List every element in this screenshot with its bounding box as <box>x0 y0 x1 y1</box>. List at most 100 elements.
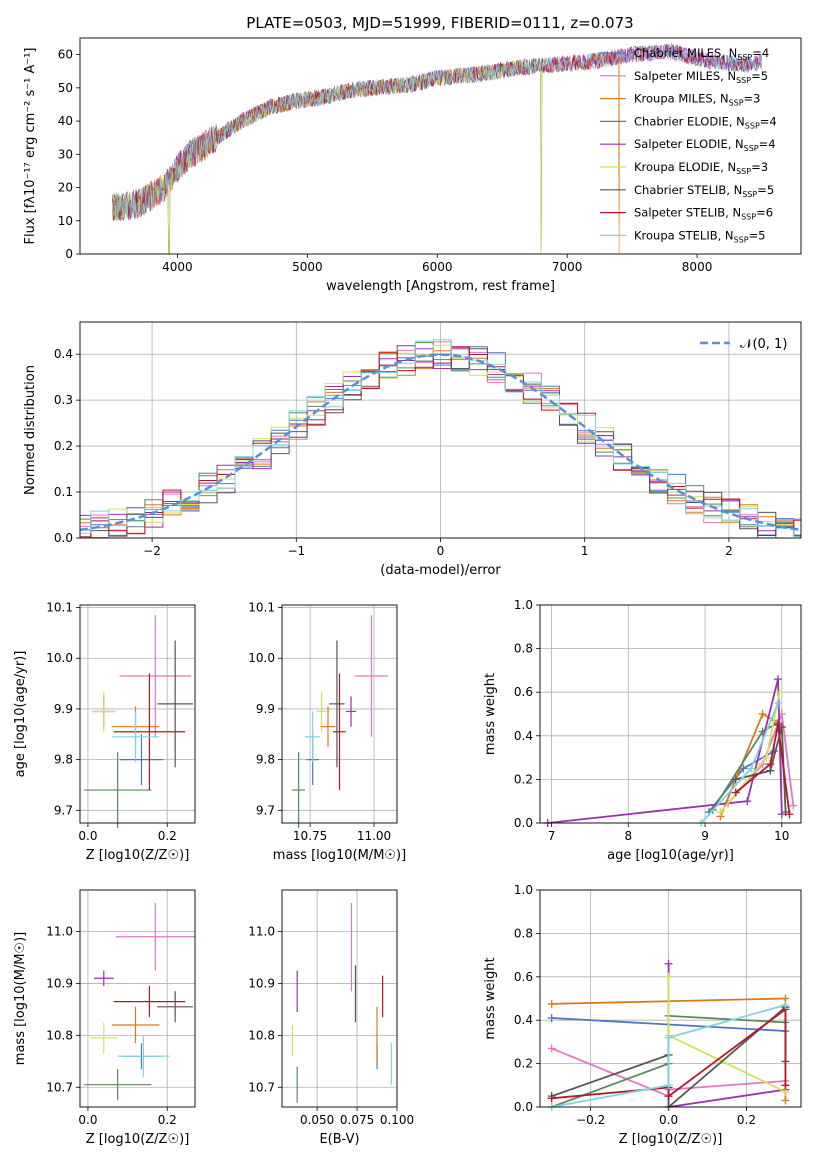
x-axis-label: Z [log10(Z/Z☉)] <box>86 1132 190 1147</box>
axes-frame <box>281 604 398 824</box>
spectrum-panel: 4000 5000 6000 7000 8000 0 10 20 30 40 50 60 wavelen… <box>23 37 802 294</box>
y-tick-label: 10.7 <box>46 1080 73 1094</box>
y-tick-label: 0.8 <box>514 926 533 940</box>
x-tick-label: 10 <box>774 829 789 843</box>
weight_vs_age-panel: 7 8 9 10 0.0 0.2 0.4 0.6 0.8 1.0 age [log10(age/yr… <box>483 598 802 863</box>
weight-marker <box>781 1001 790 1010</box>
legend-entry: Chabrier MILES, NSSP=4 <box>634 46 769 62</box>
y-tick-label: 10.9 <box>248 976 275 990</box>
weight-marker <box>547 1044 556 1053</box>
weight-marker <box>781 1096 790 1105</box>
legend-count: =3 <box>751 160 768 174</box>
legend-count: =5 <box>751 69 768 83</box>
legend-entry: Kroupa ELODIE, NSSP=3 <box>634 160 768 176</box>
axes-frame <box>539 889 802 1108</box>
weight_vs_Z-panel: −0.2 0.0 0.2 0.0 0.2 0.4 0.6 0.8 1.0 Z [log10(Z/Z… <box>483 883 802 1147</box>
x-axis-label: (data-model)/error <box>380 563 501 578</box>
axes-frame <box>281 889 398 1108</box>
weight-marker <box>758 710 767 718</box>
y-tick-label: 0.4 <box>514 1013 533 1027</box>
y-tick-label: 9.7 <box>256 803 275 817</box>
legend-count: =3 <box>744 92 761 106</box>
y-tick-label: 10.0 <box>46 651 73 665</box>
y-axis-label: mass [log10(M/M☉)] <box>13 932 28 1065</box>
y-axis-label: Flux [fλ10⁻¹⁷ erg cm⁻² s⁻¹ A⁻¹] <box>23 48 38 245</box>
y-tick-label: 1.0 <box>514 598 533 612</box>
x-tick-label: 7 <box>548 829 556 843</box>
y-tick-label: 10.1 <box>248 601 275 615</box>
mass_vs_Z-panel: 0.0 0.2 10.7 10.8 10.9 11.0 Z [log10(Z/Z☉)] mas… <box>13 889 196 1147</box>
legend-entry: Chabrier STELIB, NSSP=5 <box>634 183 774 199</box>
y-tick-label: 30 <box>58 147 73 161</box>
legend-subscript: SSP <box>741 213 756 222</box>
x-axis-label: E(B-V) <box>319 1132 359 1147</box>
weight-line <box>667 976 786 1093</box>
y-tick-label: 10 <box>58 214 73 228</box>
spectrum-line-8 <box>112 43 763 220</box>
y-tick-label: 60 <box>58 48 73 62</box>
y-tick-label: 20 <box>58 181 73 195</box>
legend-subscript: SSP <box>744 144 759 153</box>
legend-entry: Salpeter MILES, NSSP=5 <box>634 69 768 85</box>
y-tick-label: 10.0 <box>248 651 275 665</box>
legend-count: =4 <box>759 137 776 151</box>
weight-marker <box>781 1081 790 1090</box>
histogram-6 <box>80 345 801 538</box>
x-tick-label: 8000 <box>682 260 713 274</box>
legend-entry: 𝒩(0, 1) <box>740 337 787 352</box>
y-tick-label: 0.3 <box>54 393 73 407</box>
x-tick-label: 8 <box>624 829 632 843</box>
legend-count: =4 <box>760 114 777 128</box>
y-tick-label: 0.4 <box>54 347 73 361</box>
x-axis-label: Z [log10(Z/Z☉)] <box>619 1132 723 1147</box>
x-axis-label: mass [log10(M/M☉)] <box>273 848 406 863</box>
x-tick-label: 0.075 <box>340 1113 374 1127</box>
weight-marker <box>773 720 782 729</box>
weight-marker <box>766 760 775 769</box>
y-tick-label: 9.8 <box>256 753 275 767</box>
x-tick-label: 0.100 <box>380 1113 414 1127</box>
axes-frame <box>539 604 802 824</box>
x-tick-label: 2 <box>725 544 733 558</box>
y-tick-label: 1.0 <box>514 883 533 897</box>
legend-subscript: SSP <box>737 53 752 62</box>
x-tick-label: 0.0 <box>78 1113 97 1127</box>
y-axis-label: Normed distribution <box>23 365 38 495</box>
weight-marker <box>747 764 756 773</box>
legend-count: =4 <box>752 46 769 60</box>
residuals-panel: −2 −1 0 1 2 0.0 0.1 0.2 0.3 0.4 𝒩(0, 1) (data-model… <box>23 321 802 578</box>
histogram-8 <box>80 339 801 538</box>
mass_vs_ebv-panel: 0.050 0.075 0.100 10.7 10.8 10.9 11.0 E(B-V) <box>248 889 414 1147</box>
legend-count: =5 <box>757 183 774 197</box>
weight-marker <box>773 699 782 708</box>
legend-entry: Kroupa STELIB, NSSP=5 <box>634 228 765 244</box>
weight-marker <box>664 972 673 981</box>
y-tick-label: 0.2 <box>54 439 73 453</box>
weight-marker <box>731 788 740 797</box>
x-tick-label: 0.2 <box>737 1113 756 1127</box>
age_vs_mass-panel: 10.75 11.00 9.7 9.8 9.9 10.0 10.1 mass [log10(M… <box>248 601 406 863</box>
x-axis-label: wavelength [Angstrom, rest frame] <box>326 279 555 294</box>
weight-marker <box>789 801 798 810</box>
weight-line <box>551 1004 786 1107</box>
age_vs_Z-panel: 0.0 0.2 9.7 9.8 9.9 10.0 10.1 Z [log10(Z/Z☉)] ag… <box>13 601 196 863</box>
y-tick-label: 50 <box>58 81 73 95</box>
x-tick-label: −0.2 <box>576 1113 605 1127</box>
y-tick-label: 0.6 <box>514 970 533 984</box>
y-tick-label: 40 <box>58 114 73 128</box>
x-tick-label: 10.75 <box>293 829 327 843</box>
axes-frame <box>79 321 802 539</box>
histogram-5 <box>80 344 801 538</box>
x-axis-label: age [log10(age/yr)] <box>607 848 734 863</box>
weight-marker <box>743 797 752 806</box>
legend-count: =6 <box>756 206 773 220</box>
y-tick-label: 0.2 <box>514 1057 533 1071</box>
weight-marker <box>785 810 794 819</box>
y-axis-label: age [log10(age/yr)] <box>13 651 28 778</box>
y-tick-label: 9.9 <box>54 702 73 716</box>
axes-frame <box>79 889 196 1108</box>
weight-marker <box>773 675 782 684</box>
weight-marker <box>716 808 725 817</box>
weight-marker <box>547 1094 556 1103</box>
weight-marker <box>775 688 784 697</box>
